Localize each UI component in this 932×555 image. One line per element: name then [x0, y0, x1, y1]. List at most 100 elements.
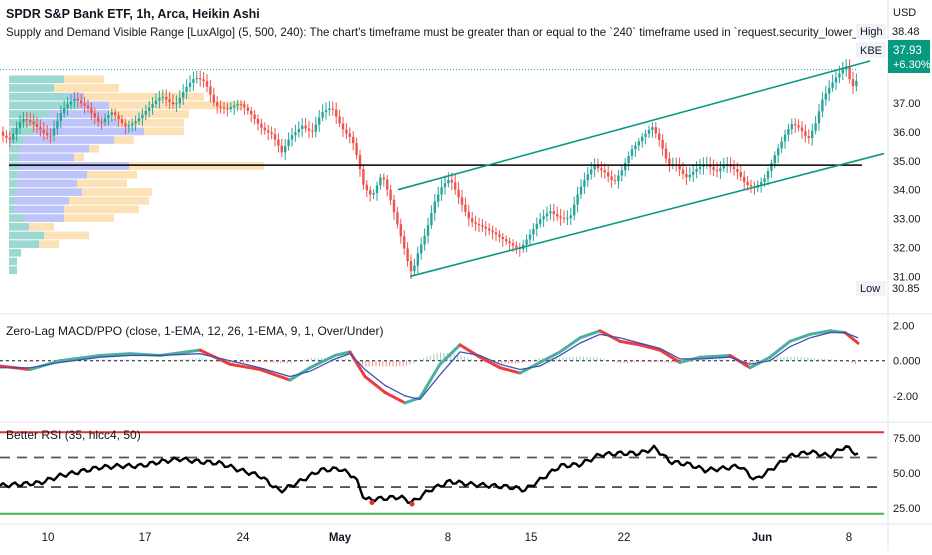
candle-body [807, 136, 810, 138]
macd-signal-line [0, 331, 859, 401]
candle-body [685, 173, 688, 178]
profile-bar-orange [144, 127, 184, 136]
candle-body [382, 177, 385, 180]
candle-body [641, 136, 644, 142]
candle-body [471, 218, 474, 223]
candle-body [637, 141, 640, 146]
candle-body [467, 211, 470, 219]
candle-body [773, 155, 776, 164]
candle-body [212, 94, 215, 103]
candle-body [42, 130, 45, 134]
macd-line-segment [808, 329, 832, 336]
candle-body [664, 148, 668, 159]
candle-body [270, 132, 273, 135]
symbol-badge [856, 42, 886, 58]
candle-body [294, 132, 297, 136]
candle-body [566, 218, 569, 220]
candle-body [182, 92, 185, 98]
candle-body [1, 131, 5, 136]
candle-body [430, 212, 433, 226]
candle-body [770, 163, 773, 172]
candle-body [841, 69, 844, 74]
candle-body [304, 125, 307, 129]
candle-body [450, 180, 453, 183]
candle-body [661, 139, 664, 149]
candle-body [216, 102, 219, 107]
candle-body [851, 79, 855, 87]
candle-body [624, 163, 627, 171]
candle-body [559, 216, 562, 218]
candle-body [267, 130, 270, 133]
price-tick-label: 32.00 [893, 243, 921, 255]
candle-body [698, 166, 702, 169]
candle-body [154, 100, 158, 104]
candle-body [460, 197, 464, 205]
profile-bar-orange [87, 170, 137, 179]
candle-body [301, 125, 304, 129]
candle-body [416, 253, 419, 266]
candle-body [620, 170, 623, 176]
macd-line-segment [383, 390, 407, 405]
rsi-tick-label: 75.00 [893, 433, 921, 445]
candle-body [824, 93, 827, 100]
rsi-pane [0, 431, 884, 515]
candle-body [76, 98, 79, 101]
time-axis[interactable]: 10 17 24 May 8 15 22 Jun 8 [42, 532, 853, 544]
profile-bar-blue [34, 127, 144, 136]
profile-bar-green [9, 127, 34, 136]
macd-line-segment [438, 343, 462, 366]
candle-body [260, 123, 263, 128]
candle-body [137, 118, 141, 122]
candle-body [474, 222, 477, 224]
candle-body [35, 124, 39, 128]
candle-body [263, 127, 266, 131]
candle-body [617, 175, 620, 182]
candle-body [331, 108, 334, 110]
candle-body [168, 99, 171, 103]
candle-body [668, 158, 671, 165]
indicator-warning-text: Supply and Demand Visible Range [LuxAlgo… [6, 25, 880, 39]
candle-body [552, 211, 555, 215]
candle-body [90, 107, 93, 114]
candle-body [457, 189, 460, 198]
price-axes: 31.00 32.00 33.00 34.00 35.00 36.00 37.00 2.00 0… [0, 69, 921, 515]
candle-body [488, 228, 491, 231]
candle-body [56, 120, 59, 129]
candle-body [86, 105, 90, 108]
candle-body [392, 199, 396, 213]
candle-body [610, 176, 613, 181]
time-axis-label: 17 [139, 532, 152, 544]
candle-body [484, 226, 487, 229]
candle-body [222, 107, 226, 109]
candle-body [253, 114, 256, 120]
candle-body [804, 131, 807, 137]
profile-bar-green [9, 240, 39, 248]
candle-body [52, 128, 56, 136]
candle-body [202, 79, 205, 82]
profile-bar-orange [82, 188, 152, 196]
candle-body [505, 239, 508, 242]
macd-line-segment [58, 353, 102, 363]
candle-body [375, 185, 379, 194]
profile-bar-green [9, 231, 44, 240]
profile-bar-orange [44, 231, 89, 240]
candle-body [556, 214, 559, 217]
candle-body [613, 180, 617, 182]
rsi-tick-label: 25.00 [893, 503, 921, 515]
candle-body [297, 128, 300, 133]
candle-body [205, 81, 209, 87]
candle-body [372, 193, 375, 195]
candle-body [321, 111, 324, 118]
profile-bar-green [9, 75, 64, 84]
candle-body [355, 143, 358, 156]
candle-body [8, 137, 11, 140]
candle-body [49, 135, 52, 137]
candle-body [127, 125, 130, 127]
profile-bar-blue [17, 188, 82, 196]
profile-bar-blue [49, 110, 109, 118]
candle-body [586, 174, 589, 181]
macd-line-segment [638, 343, 662, 352]
profile-bar-green [9, 179, 17, 188]
candle-body [828, 87, 831, 94]
